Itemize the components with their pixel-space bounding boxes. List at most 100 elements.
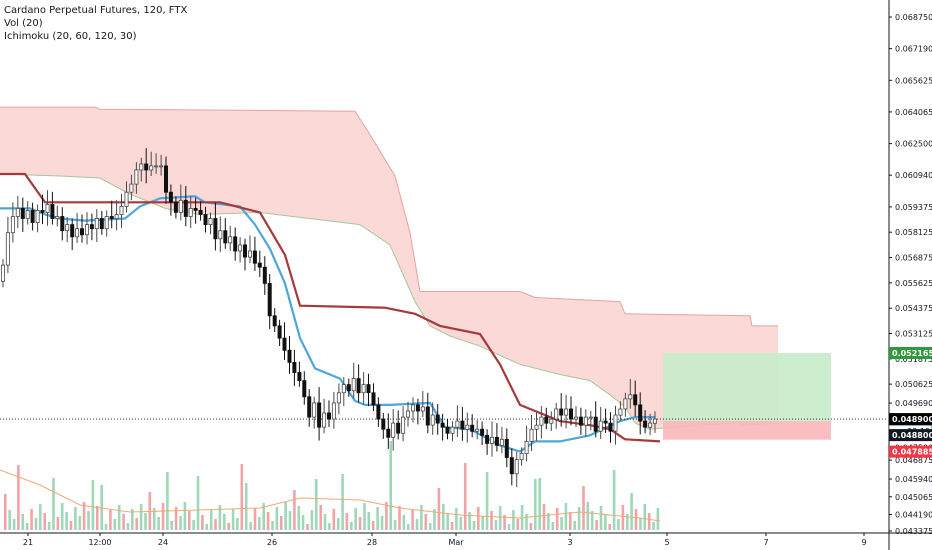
volume-bar [371, 521, 375, 530]
legend-ichimoku[interactable]: Ichimoku (20, 60, 120, 30) [4, 31, 137, 42]
time-tick-label: 26 [267, 538, 277, 547]
volume-bar [262, 503, 265, 530]
volume-bar [525, 514, 528, 530]
candle-body [499, 438, 504, 446]
candle-body [435, 414, 440, 424]
volume-bar [236, 518, 239, 530]
candle-body [554, 408, 559, 420]
time-tick-label: 24 [158, 538, 168, 547]
volume-bar [367, 512, 371, 530]
volume-bar [87, 511, 90, 530]
volume-bar [534, 479, 537, 530]
volume-bar [196, 476, 200, 530]
candle-body [618, 408, 623, 416]
price-axis[interactable]: 0.068750 0.067190 0.065625 0.064065 0.062500… [888, 0, 932, 550]
candle-body [475, 428, 480, 432]
legend-vol[interactable]: Vol (20) [4, 18, 43, 29]
candle-body [336, 392, 341, 404]
volume-bar [244, 483, 248, 530]
candle-body [99, 218, 104, 230]
volume-bar [542, 504, 546, 530]
volume-bar [12, 519, 16, 530]
position-zones[interactable] [663, 352, 831, 440]
volume-bar [310, 510, 314, 530]
candle-body [203, 214, 208, 226]
candle-body [247, 250, 252, 258]
candle-body [178, 199, 183, 213]
volume-bar [420, 505, 423, 530]
volume-bar [39, 504, 42, 530]
volume-bar [599, 506, 603, 530]
volume-bar [56, 517, 60, 530]
senkou-span-a [0, 106, 778, 327]
candle-body [455, 420, 460, 428]
candle-body [134, 169, 139, 185]
candle-body [65, 224, 70, 232]
volume-bar [582, 486, 585, 530]
volume-bar [463, 463, 467, 530]
volume-bar [258, 517, 261, 530]
time-axis[interactable]: 21 12:00 24 26 28 Mar 3 5 7 9 [0, 532, 932, 547]
candle-body [381, 418, 386, 430]
candle-body [317, 402, 322, 428]
candle-body [277, 325, 282, 339]
volume-bar [297, 506, 301, 530]
candle-body [292, 361, 297, 373]
candle-body [322, 412, 327, 428]
volume-bar [590, 511, 594, 530]
volume-bar [60, 503, 64, 530]
volume-bar [481, 516, 484, 530]
candle-body [425, 406, 430, 426]
candle-body [509, 457, 514, 475]
candle-body [524, 440, 529, 454]
candle-body [351, 378, 356, 392]
volume-bar [424, 514, 428, 530]
candle-body [267, 282, 272, 317]
volume-bar [494, 520, 498, 530]
volume-bar [179, 516, 182, 530]
cloud-fill [0, 107, 778, 430]
candle-body [149, 165, 154, 171]
volume-bar [656, 508, 660, 530]
candle-body [578, 416, 583, 426]
candle-body [633, 394, 638, 406]
volume-bar [380, 516, 384, 530]
candle-body [228, 236, 233, 244]
volume-bar [144, 513, 147, 530]
volume-bar [626, 514, 629, 530]
volume-bar [472, 521, 476, 530]
volume-bar [231, 509, 235, 530]
volume-bar [647, 513, 651, 530]
volume-bar [652, 522, 655, 530]
volume-bar [74, 507, 77, 530]
volume-bar [402, 515, 406, 530]
volume-bar [433, 509, 436, 530]
candle-body [193, 207, 198, 211]
candle-body [119, 205, 124, 215]
candle-body [213, 218, 218, 240]
target-zone[interactable] [663, 352, 831, 422]
volume-bar [643, 504, 647, 530]
candle-body [129, 183, 134, 193]
candle-body [242, 244, 247, 258]
volume-bar [4, 494, 7, 530]
ichimoku-cloud [0, 106, 779, 430]
tenkan-line [0, 195, 655, 453]
volume-bar [415, 519, 419, 530]
last-price-tag-bg [889, 413, 932, 426]
candle-body [45, 203, 50, 213]
volume-bar [595, 520, 598, 530]
volume-bar [122, 514, 125, 530]
volume-bar [604, 515, 607, 530]
candle-body [529, 428, 534, 442]
volume-bar [43, 513, 46, 530]
time-tick-label: 3 [567, 538, 572, 547]
candles [0, 148, 658, 488]
stop-zone[interactable] [663, 421, 831, 440]
candle-body [302, 380, 307, 398]
candle-body [15, 207, 20, 217]
volume-bar [634, 509, 638, 530]
volume-bar [161, 503, 165, 530]
candle-body [40, 209, 45, 213]
